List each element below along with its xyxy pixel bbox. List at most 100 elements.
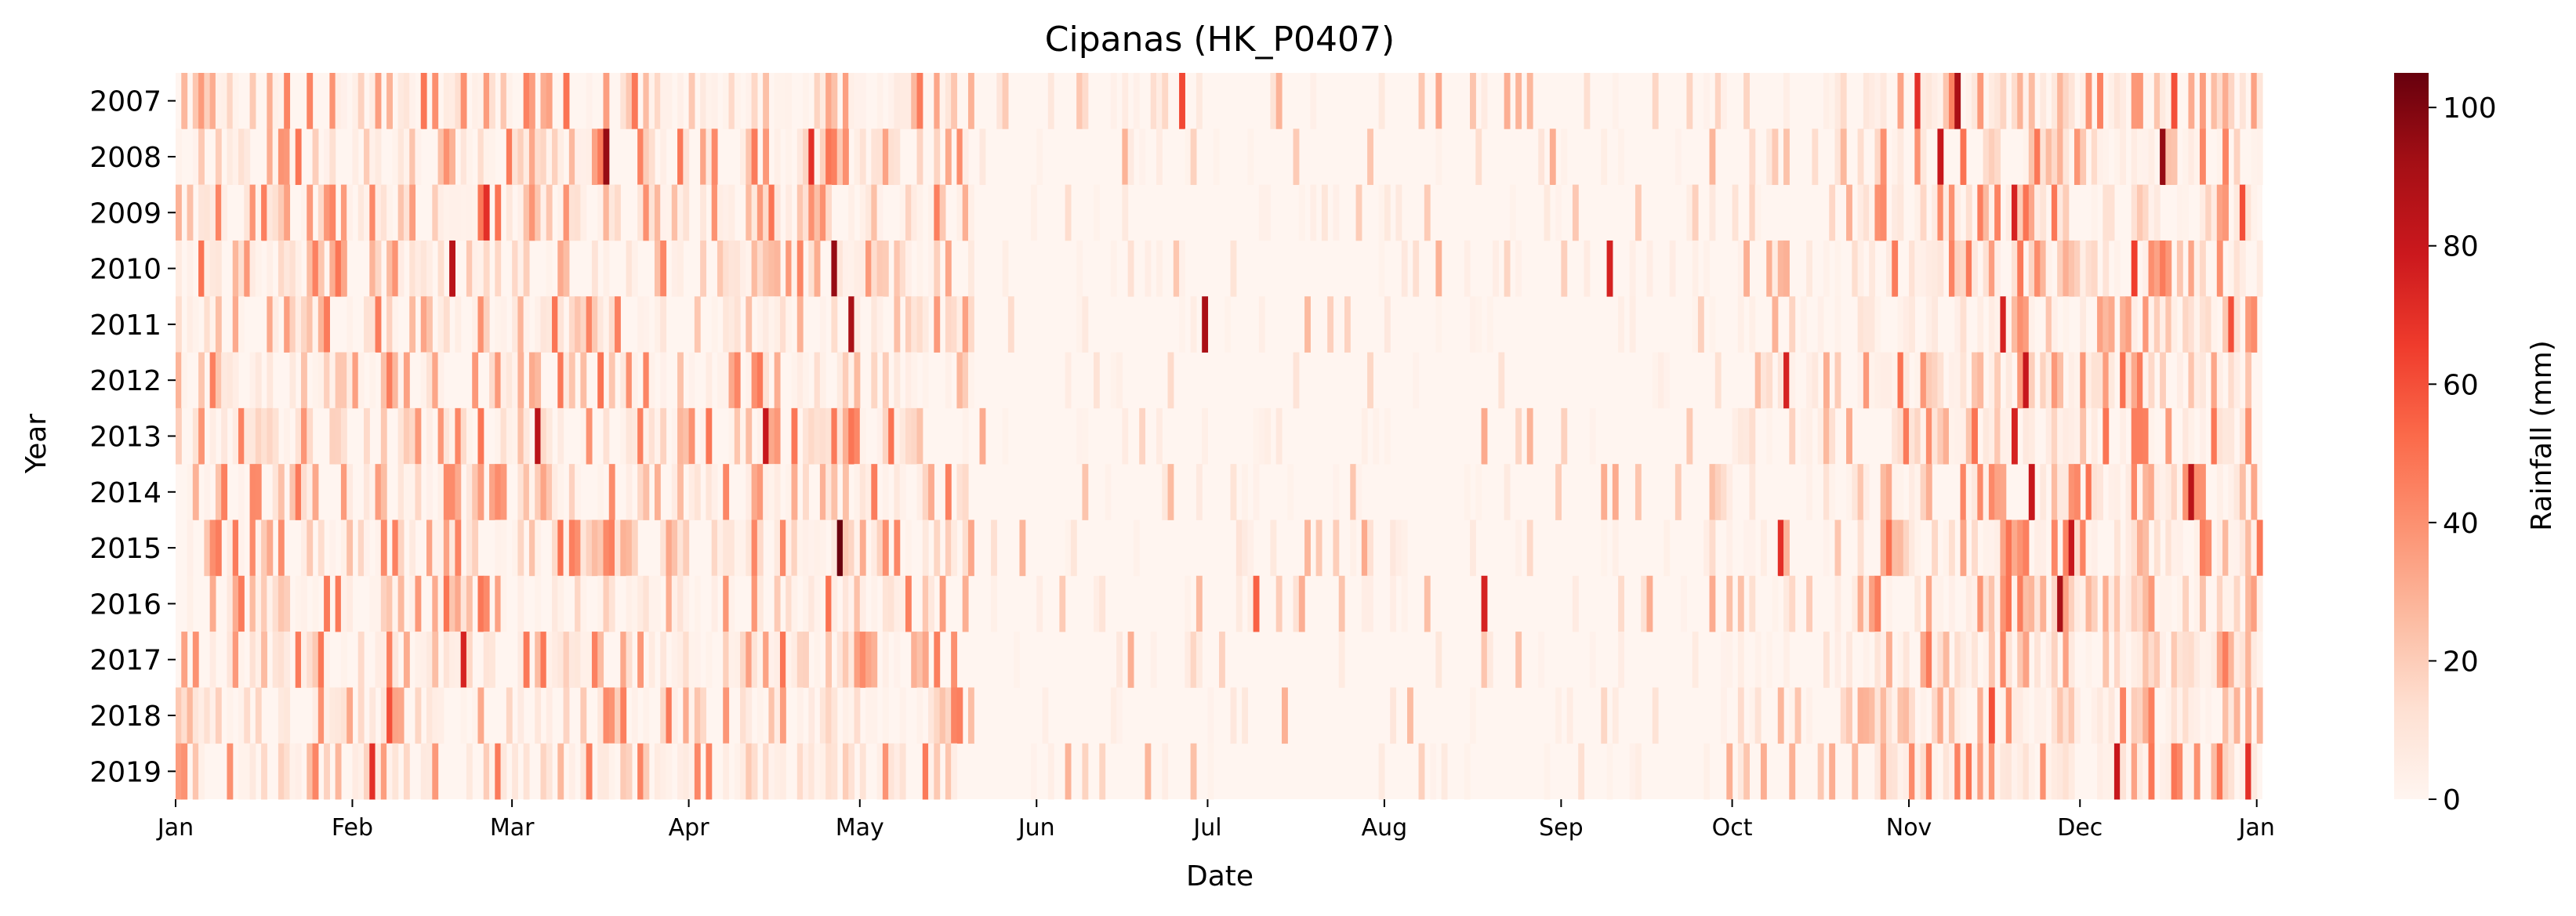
heatmap-cell	[357, 687, 365, 744]
heatmap-cell	[871, 632, 878, 688]
heatmap-cell	[1515, 407, 1522, 465]
heatmap-cell	[232, 240, 239, 297]
heatmap-cell	[546, 464, 553, 520]
heatmap-cell	[626, 240, 633, 297]
heatmap-cell	[671, 520, 678, 577]
heatmap-cell	[289, 296, 296, 353]
heatmap-cell	[756, 352, 764, 409]
heatmap-cell	[580, 129, 587, 186]
heatmap-cell	[848, 743, 855, 800]
heatmap-cell	[597, 129, 604, 186]
heatmap-cell	[2017, 184, 2024, 241]
heatmap-cell	[2108, 743, 2115, 800]
heatmap-cell	[1983, 632, 1990, 688]
heatmap-cell	[2165, 129, 2172, 186]
heatmap-cell	[1612, 464, 1619, 520]
heatmap-cell	[1932, 73, 1939, 129]
heatmap-cell	[192, 632, 199, 688]
heatmap-cell	[728, 352, 735, 409]
heatmap-cell	[2233, 464, 2240, 520]
heatmap-cell	[2182, 575, 2190, 632]
heatmap-cell	[1857, 575, 1864, 632]
heatmap-cell	[796, 687, 804, 744]
heatmap-cell	[1834, 575, 1841, 632]
heatmap-cell	[517, 687, 524, 744]
heatmap-cell	[882, 575, 889, 632]
heatmap-cell	[1754, 687, 1761, 744]
heatmap-cell	[1584, 73, 1591, 129]
heatmap-cell	[1743, 73, 1751, 129]
heatmap-cell	[945, 687, 952, 744]
heatmap-cell	[756, 632, 764, 688]
heatmap-cell	[1937, 129, 1944, 186]
heatmap-cell	[1190, 632, 1197, 688]
heatmap-cell	[859, 743, 866, 800]
heatmap-cell	[2045, 407, 2052, 465]
heatmap-cell	[295, 575, 302, 632]
heatmap-cell	[922, 296, 929, 353]
heatmap-cell	[654, 240, 661, 297]
heatmap-cell	[540, 184, 547, 241]
heatmap-cell	[2108, 575, 2115, 632]
heatmap-cell	[2057, 352, 2064, 409]
heatmap-cell	[580, 743, 587, 800]
heatmap-cell	[1310, 73, 1317, 129]
heatmap-cell	[2251, 520, 2258, 577]
heatmap-cell	[2085, 352, 2092, 409]
heatmap-cell	[1869, 73, 1876, 129]
heatmap-cell	[380, 520, 387, 577]
heatmap-cell	[449, 520, 455, 577]
heatmap-cell	[825, 743, 833, 800]
heatmap-cell	[751, 575, 758, 632]
heatmap-cell	[1122, 184, 1129, 241]
heatmap-cell	[540, 407, 547, 465]
heatmap-cell	[706, 129, 713, 186]
heatmap-cell	[557, 407, 564, 465]
heatmap-cell	[2153, 184, 2161, 241]
heatmap-cell	[2131, 687, 2138, 744]
heatmap-cell	[1903, 743, 1910, 800]
heatmap-cell	[1812, 129, 1819, 186]
heatmap-cell	[409, 184, 416, 241]
heatmap-cell	[706, 407, 713, 465]
heatmap-cell	[460, 632, 467, 688]
heatmap-cell	[1721, 632, 1727, 688]
heatmap-cell	[2005, 184, 2012, 241]
heatmap-cell	[346, 464, 354, 520]
heatmap-cell	[192, 687, 199, 744]
heatmap-cell	[768, 240, 775, 297]
heatmap-cell	[346, 687, 354, 744]
heatmap-cell	[2142, 129, 2150, 186]
heatmap-cell	[386, 687, 393, 744]
heatmap-cell	[1823, 520, 1830, 577]
heatmap-cell	[723, 687, 730, 744]
heatmap-cell	[2011, 407, 2018, 465]
heatmap-cell	[2000, 743, 2007, 800]
heatmap-cell	[1869, 575, 1876, 632]
heatmap-cell	[1504, 240, 1511, 297]
heatmap-cell	[1293, 129, 1300, 186]
heatmap-cell	[1823, 73, 1830, 129]
heatmap-cell	[1618, 575, 1624, 632]
heatmap-cell	[489, 352, 495, 409]
heatmap-cell	[631, 352, 638, 409]
heatmap-cell	[466, 464, 473, 520]
heatmap-cell	[1606, 240, 1613, 297]
heatmap-cell	[1515, 73, 1522, 129]
heatmap-cell	[221, 352, 228, 409]
heatmap-cell	[945, 296, 952, 353]
heatmap-cell	[779, 296, 786, 353]
heatmap-cell	[568, 632, 575, 688]
heatmap-cell	[324, 632, 330, 688]
heatmap-cell	[1686, 407, 1693, 465]
heatmap-cell	[1749, 687, 1756, 744]
heatmap-cell	[2017, 632, 2024, 688]
heatmap-cell	[1310, 184, 1317, 241]
heatmap-cell	[763, 296, 770, 353]
heatmap-cell	[1703, 743, 1711, 800]
heatmap-cell	[2080, 520, 2087, 577]
heatmap-cell	[740, 407, 746, 465]
heatmap-cell	[1909, 687, 1915, 744]
heatmap-cell	[586, 73, 593, 129]
